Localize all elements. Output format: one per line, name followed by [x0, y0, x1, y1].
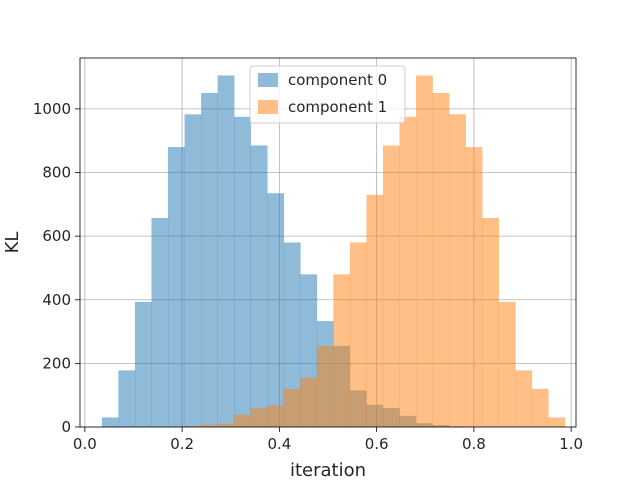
histogram-bar-component-1: [333, 274, 351, 427]
legend-swatch-component-1: [258, 100, 278, 114]
legend-swatch-component-0: [258, 73, 278, 87]
histogram-bar-component-1: [432, 92, 450, 427]
histogram-bar-component-1: [349, 242, 367, 427]
histogram-bar-component-0: [184, 114, 202, 427]
legend: component 0 component 1: [249, 65, 406, 124]
y-tick-label: 1000: [33, 100, 71, 118]
y-tick-label: 600: [42, 227, 71, 245]
histogram-bar-component-0: [101, 417, 119, 427]
y-axis: 0 200 400 600 800 1000: [33, 100, 80, 436]
histogram-bar-component-1: [382, 145, 400, 427]
legend-box: [249, 65, 406, 124]
x-tick-label: 0.4: [267, 435, 291, 453]
histogram-bar-component-0: [217, 75, 235, 427]
histogram-bar-component-1: [267, 405, 285, 427]
histogram-bar-component-1: [449, 114, 466, 427]
y-tick-label: 0: [61, 418, 71, 436]
histogram-bar-component-1: [531, 388, 549, 427]
histogram-bar-component-1: [399, 116, 417, 428]
x-axis: 0.0 0.2 0.4 0.6 0.8 1.0: [73, 427, 583, 453]
histogram-bar-component-0: [201, 92, 218, 427]
histogram-bar-component-0: [283, 242, 301, 427]
histogram-bar-component-1: [416, 75, 433, 427]
histogram-bar-component-1: [201, 424, 218, 427]
histogram-bar-component-1: [515, 370, 533, 427]
histogram-bar-component-0: [267, 193, 285, 427]
x-tick-label: 1.0: [559, 435, 583, 453]
histogram-bar-component-1: [366, 194, 384, 427]
y-tick-label: 400: [42, 291, 71, 309]
histogram-bar-component-0: [118, 370, 136, 427]
histogram-bar-component-1: [250, 407, 268, 427]
histogram-bar-component-0: [234, 116, 251, 428]
x-tick-label: 0.6: [365, 435, 389, 453]
bars: [101, 75, 566, 428]
y-tick-label: 800: [42, 164, 71, 182]
histogram-bar-component-1: [548, 417, 566, 427]
histogram-bar-component-1: [465, 147, 483, 427]
histogram-bar-component-0: [134, 301, 152, 427]
histogram-bar-component-0: [168, 147, 185, 427]
histogram-bar-component-1: [217, 423, 235, 427]
x-tick-label: 0.0: [73, 435, 97, 453]
plot-frame: [79, 57, 577, 428]
y-axis-label: KL: [2, 232, 23, 254]
histogram-bar-component-1: [498, 301, 516, 427]
histogram-bar-component-1: [316, 345, 334, 427]
histogram-bar-component-1: [184, 426, 202, 427]
histogram-bar-component-1: [283, 388, 301, 427]
x-tick-label: 0.2: [170, 435, 194, 453]
histogram-bar-component-0: [250, 145, 268, 427]
histogram-bar-component-1: [482, 218, 499, 427]
histogram-bar-component-1: [300, 377, 318, 427]
x-axis-label: iteration: [290, 460, 366, 480]
legend-label-component-1: component 1: [288, 98, 387, 116]
y-tick-label: 200: [42, 354, 71, 372]
legend-label-component-0: component 0: [288, 71, 387, 89]
histogram-bar-component-1: [234, 414, 251, 427]
x-tick-label: 0.8: [462, 435, 486, 453]
histogram-bar-component-0: [151, 218, 169, 427]
